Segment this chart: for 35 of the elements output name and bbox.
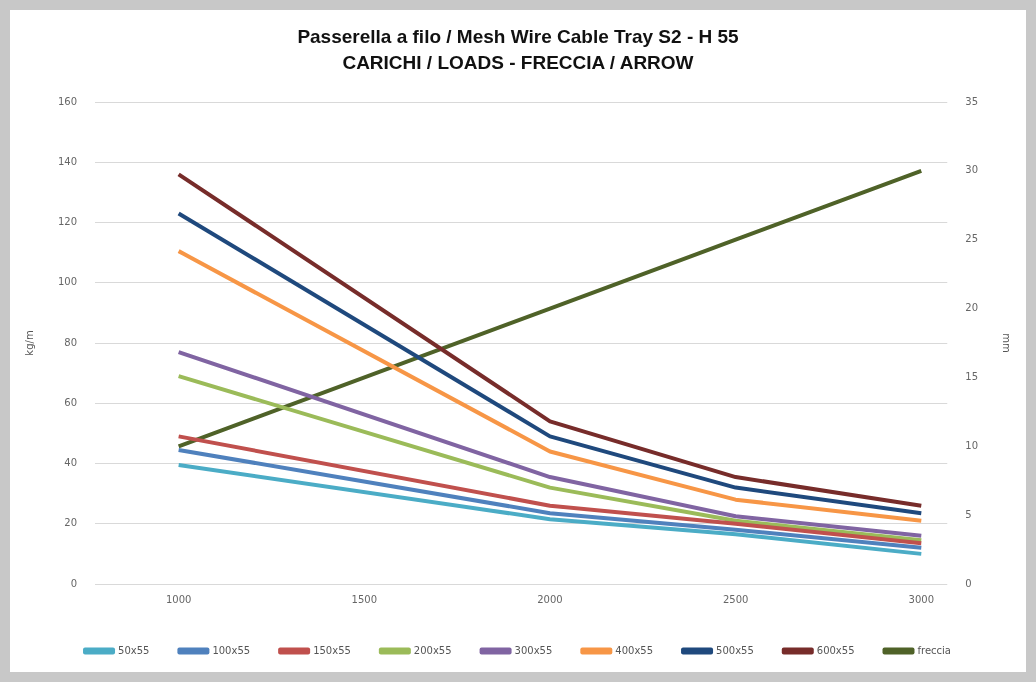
legend-label: 150x55 — [313, 644, 351, 656]
y-tick-label: 100 — [57, 276, 78, 288]
x-tick-label: 3000 — [908, 593, 935, 605]
y2-tick-label: 35 — [965, 95, 979, 107]
chart-title: Passerella a filo / Mesh Wire Cable Tray S2 - H 55 — [296, 25, 740, 49]
x-tick-label: 2500 — [722, 593, 749, 605]
y2-tick-label: 30 — [965, 164, 979, 176]
legend-label: 400x55 — [615, 644, 654, 656]
legend-label: 100x55 — [212, 644, 251, 656]
y2-tick-label: 25 — [965, 233, 979, 245]
y-tick-label: 160 — [57, 95, 78, 107]
x-tick-label: 2000 — [537, 593, 563, 605]
y2-tick-label: 0 — [965, 577, 972, 589]
y-tick-label: 60 — [64, 396, 78, 408]
x-tick-label: 1000 — [165, 593, 192, 605]
y-tick-label: 0 — [70, 577, 78, 589]
legend-label: 300x55 — [514, 644, 553, 656]
y2-tick-label: 5 — [965, 508, 972, 520]
y-tick-label: 40 — [64, 457, 78, 469]
y2-axis-title: mm — [1001, 333, 1013, 353]
y2-tick-label: 10 — [965, 439, 979, 451]
y2-tick-label: 15 — [965, 371, 979, 383]
y-axis-title: kg/m — [23, 330, 35, 356]
y-tick-label: 140 — [57, 155, 78, 167]
legend-label: 600x55 — [816, 644, 855, 656]
x-tick-label: 1500 — [351, 593, 378, 605]
y2-tick-label: 20 — [965, 302, 979, 314]
legend-label: 50x55 — [118, 644, 150, 656]
legend-label: freccia — [917, 644, 951, 656]
y-tick-label: 120 — [57, 216, 78, 228]
y-tick-label: 80 — [64, 336, 78, 348]
y-tick-label: 20 — [64, 517, 78, 529]
legend-label: 200x55 — [413, 644, 452, 656]
chart-subtitle: CARICHI / LOADS - FRECCIA / ARROW — [341, 51, 695, 75]
legend-label: 500x55 — [716, 644, 754, 656]
